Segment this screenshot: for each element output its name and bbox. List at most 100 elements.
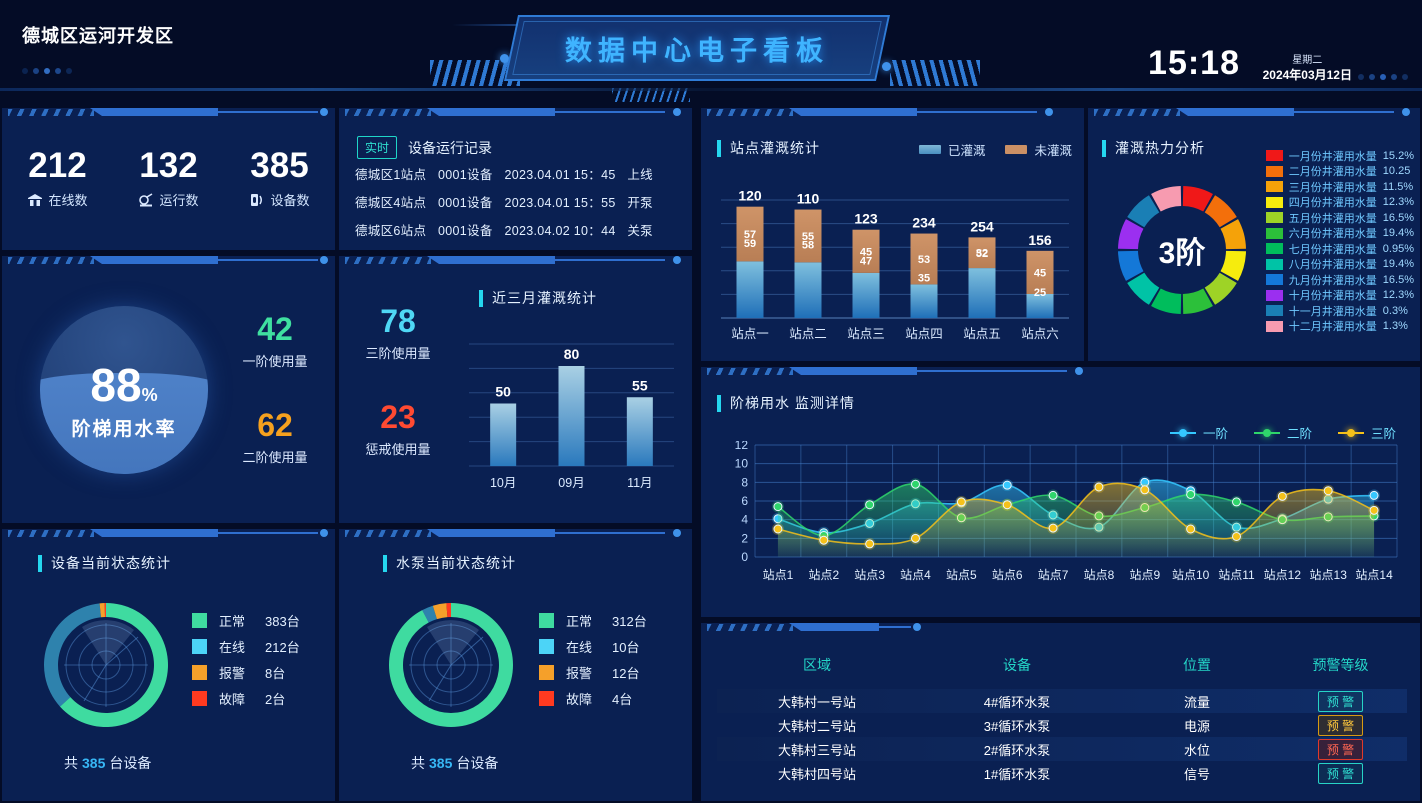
legend-item[interactable]: 九月份井灌用水量 16.5% (1265, 272, 1414, 288)
legend-item[interactable]: 报警 8台 (192, 659, 300, 685)
legend-label: 十月份井灌用水量 (1288, 290, 1377, 303)
legend-label: 七月份井灌用水量 (1288, 243, 1377, 256)
legend-label: 四月份井灌用水量 (1288, 197, 1377, 210)
legend-item[interactable]: 十二月井灌用水量 1.3% (1265, 319, 1414, 335)
device-icon (249, 192, 265, 208)
legend-value: 10.25 (1382, 165, 1411, 178)
panel-decoration (1088, 108, 1420, 117)
usage-tier-penalty: 23 惩戒使用量 (343, 400, 453, 458)
legend-label: 三阶 (1370, 427, 1396, 441)
panel-decoration (701, 108, 1084, 117)
legend-swatch (192, 690, 207, 706)
alarm-table-panel: 区域 设备 位置 预警等级 大韩村一号站 4#循环水泵 流量预 警大韩村二号站 3#循… (701, 623, 1420, 801)
kpi-value: 385 (250, 146, 309, 185)
svg-text:234: 234 (912, 215, 936, 231)
usage-tier-2: 62 二阶使用量 (220, 408, 330, 466)
legend-item[interactable]: 故障 4台 (539, 685, 647, 711)
svg-text:47: 47 (860, 255, 872, 267)
water-rate-gauge: 88% 阶梯用水率 (40, 306, 208, 474)
gate-icon (27, 192, 43, 208)
legend-value: 212台 (265, 639, 300, 655)
legend-item[interactable]: 在线 212台 (192, 633, 300, 659)
date-label: 2024年03月12日 (1262, 68, 1352, 82)
date-block: 星期二 2024年03月12日 (1263, 54, 1352, 82)
legend-item[interactable]: 未灌溉 (1005, 140, 1072, 159)
legend-item[interactable]: 二阶 (1253, 423, 1312, 442)
cell-device: 3#循环水泵 (983, 718, 1051, 734)
panel-decoration (339, 108, 692, 117)
legend-item[interactable]: 已灌溉 (918, 140, 985, 159)
svg-text:站点12: 站点12 (1264, 568, 1302, 582)
legend-item[interactable]: 一月份井灌用水量 15.2% (1265, 148, 1414, 164)
record-row[interactable]: 德城区4站点 0001设备 2023.04.01 15：55 开泵 (355, 192, 685, 211)
svg-text:2: 2 (741, 531, 748, 545)
svg-text:站点13: 站点13 (1310, 568, 1348, 582)
device-status-donut (38, 597, 174, 733)
svg-text:10: 10 (735, 457, 749, 471)
usage-value: 42 (257, 311, 293, 347)
cell-position: 电源 (1183, 718, 1210, 734)
kpi-label: 运行数 (159, 193, 199, 208)
legend-item[interactable]: 四月份井灌用水量 12.3% (1265, 195, 1414, 211)
legend-item[interactable]: 报警 12台 (539, 659, 647, 685)
legend-item[interactable]: 故障 2台 (192, 685, 300, 711)
legend-item[interactable]: 六月份井灌用水量 19.4% (1265, 226, 1414, 242)
record-row[interactable]: 德城区6站点 0001设备 2023.04.02 10：44 关泵 (355, 220, 685, 239)
record-device: 0001设备 (438, 224, 493, 238)
record-row[interactable]: 德城区1站点 0001设备 2023.04.01 15：45 上线 (355, 164, 685, 183)
cell-device: 1#循环水泵 (983, 766, 1051, 782)
legend-item[interactable]: 三月份井灌用水量 11.5% (1265, 179, 1414, 195)
legend-item[interactable]: 三阶 (1337, 423, 1396, 442)
cell-position: 水位 (1183, 742, 1210, 758)
legend-swatch (1265, 320, 1283, 332)
weekday-label: 星期二 (1292, 55, 1323, 66)
table-row[interactable]: 大韩村一号站 4#循环水泵 流量 预 警 (717, 689, 1407, 713)
legend-item[interactable]: 八月份井灌用水量 19.4% (1265, 257, 1414, 273)
device-records-panel: 实时 设备运行记录 德城区1站点 0001设备 2023.04.01 15：45… (339, 108, 692, 250)
header-right-dots (1358, 74, 1408, 80)
svg-text:站点二: 站点二 (789, 327, 827, 341)
usage-value: 62 (257, 407, 293, 443)
record-action: 关泵 (627, 224, 653, 238)
table-row[interactable]: 大韩村二号站 3#循环水泵 电源 预 警 (717, 713, 1407, 737)
legend-item[interactable]: 一阶 (1169, 423, 1228, 442)
alarm-level-badge[interactable]: 预 警 (1317, 762, 1364, 784)
legend-item[interactable]: 二月份井灌用水量 10.25 (1265, 164, 1414, 180)
recent-three-chart: 50 10月 80 09月 55 11月 (469, 336, 674, 501)
legend-label: 故障 (219, 691, 246, 707)
legend-value: 383台 (265, 613, 300, 629)
cell-level: 预 警 (1277, 714, 1404, 736)
recent-three-title: 近三月灌溉统计 (479, 288, 597, 308)
panel-decoration (339, 529, 692, 538)
svg-text:站点10: 站点10 (1172, 568, 1210, 582)
alarm-level-badge[interactable]: 预 警 (1317, 714, 1364, 736)
kpi-list: 212 在线数 132 运行数 385 (2, 146, 335, 209)
alarm-level-badge[interactable]: 预 警 (1317, 690, 1364, 712)
legend-swatch (1265, 227, 1283, 239)
legend-swatch (1005, 145, 1028, 154)
svg-text:站点7: 站点7 (1038, 568, 1069, 582)
table-row[interactable]: 大韩村三号站 2#循环水泵 水位 预 警 (717, 737, 1407, 761)
table-row[interactable]: 大韩村四号站 1#循环水泵 信号 预 警 (717, 761, 1407, 785)
legend-item[interactable]: 七月份井灌用水量 0.95% (1265, 241, 1414, 257)
legend-item[interactable]: 正常 383台 (192, 607, 300, 633)
column-header-position: 位置 (1183, 657, 1211, 673)
svg-text:站点1: 站点1 (763, 568, 794, 582)
panel-decoration (2, 256, 335, 265)
svg-text:站点三: 站点三 (847, 327, 885, 341)
legend-value: 10台 (612, 639, 640, 655)
legend-label: 六月份井灌用水量 (1288, 228, 1377, 241)
legend-item[interactable]: 十一月井灌用水量 0.3% (1265, 303, 1414, 319)
header-divider (0, 88, 1422, 91)
legend-item[interactable]: 十月份井灌用水量 12.3% (1265, 288, 1414, 304)
legend-label: 十一月井灌用水量 (1288, 305, 1377, 318)
panel-decoration (701, 367, 1420, 376)
legend-value: 12.3% (1382, 289, 1414, 302)
legend-swatch (918, 145, 941, 154)
clock-time: 15:18 (1148, 44, 1240, 82)
alarm-level-badge[interactable]: 预 警 (1317, 738, 1364, 760)
legend-item[interactable]: 正常 312台 (539, 607, 647, 633)
legend-item[interactable]: 五月份井灌用水量 16.5% (1265, 210, 1414, 226)
svg-text:58: 58 (802, 240, 814, 252)
legend-item[interactable]: 在线 10台 (539, 633, 647, 659)
